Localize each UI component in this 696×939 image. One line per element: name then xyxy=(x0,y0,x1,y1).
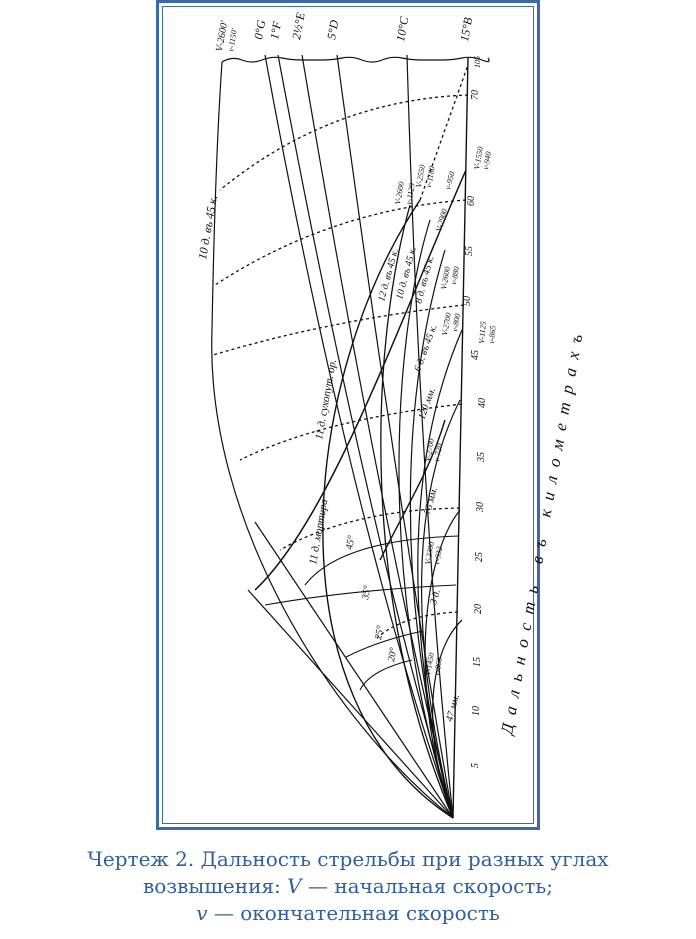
vel-1-V: V-2600 xyxy=(393,181,406,205)
vel-4-V: V-1550 xyxy=(472,146,485,170)
label-angle-1: 1°F xyxy=(267,20,284,41)
vel-3-V: V-2900 xyxy=(434,208,449,233)
trajectory-0deg xyxy=(264,54,454,819)
gun-12-curve xyxy=(380,204,454,819)
caption-symbol-V: V xyxy=(287,874,302,898)
tick-10: 10 xyxy=(471,706,482,716)
range-diagram: V-2600' v-1150' 0°G 1°F 2½°E 5°D 10°C 15… xyxy=(195,11,588,819)
label-mortar: 11 д. мортира xyxy=(307,498,330,566)
caption-symbol-v: v xyxy=(196,901,208,925)
range-arc-50 xyxy=(212,304,465,356)
label-gun-47: 47 мм. xyxy=(444,693,462,723)
vel-7-v: v-865 xyxy=(487,325,498,344)
label-gun-3: 3 д. xyxy=(428,588,443,606)
label-envelope-v: V-2600' xyxy=(214,19,230,52)
figure-caption: Чертеж 2. Дальность стрельбы при разных … xyxy=(0,846,696,927)
label-gun-6: 6 д. въ 45 к. xyxy=(412,323,439,373)
label-angle-2-5: 2½°E xyxy=(289,11,308,41)
tick-50: 50 xyxy=(462,296,473,306)
ricochet-line-2 xyxy=(379,419,446,561)
tangent-line-1 xyxy=(254,521,454,819)
elevation-arc-20 xyxy=(359,659,413,691)
envelope-curve xyxy=(211,61,454,819)
figure-frame-inner xyxy=(162,6,534,824)
tick-25: 25 xyxy=(474,552,485,562)
tick-15: 15 xyxy=(472,657,483,667)
label-envelope-v-final: v-1150' xyxy=(226,28,239,53)
caption-line-2: возвышения: V — начальная скорость; xyxy=(0,873,696,900)
gun-3-curve xyxy=(432,619,463,819)
tick-40: 40 xyxy=(477,398,488,408)
vel-3-v: v-950 xyxy=(443,171,456,191)
gun-6-curve xyxy=(417,329,463,819)
max-range-wavy-line xyxy=(221,56,490,63)
elevation-arc-45 xyxy=(304,535,459,586)
label-gun-75: 75 мм. xyxy=(422,486,440,516)
tick-45: 45 xyxy=(470,350,481,360)
trajectory-5deg xyxy=(336,54,454,819)
vel-10-v: v-860 xyxy=(432,657,444,677)
trajectory-10deg xyxy=(406,54,454,819)
vel-8-v: v-720 xyxy=(432,443,444,463)
vel-8-V: V-2700 xyxy=(423,438,436,462)
tick-30: 30 xyxy=(475,502,486,513)
range-arc-30 xyxy=(279,507,461,551)
caption-text: — начальная скорость; xyxy=(301,874,554,898)
gun-120-curve xyxy=(420,399,461,819)
label-elev-35: 35° xyxy=(360,585,373,602)
range-arc-70 xyxy=(219,94,469,191)
elevation-arc-25 xyxy=(345,630,424,658)
range-arc-60 xyxy=(214,199,467,286)
vel-5-v: v-880 xyxy=(449,266,461,286)
label-angle-0: 0°G xyxy=(251,19,268,41)
tangent-line-2 xyxy=(247,589,454,819)
tick-105: 105 xyxy=(473,56,482,68)
vel-6-V: V-2700 xyxy=(440,312,453,336)
vel-9-V: V-2300 xyxy=(423,541,436,565)
label-gun-120: 120 мм. xyxy=(416,386,438,421)
vel-1-v: v-1129 xyxy=(404,182,417,205)
mortar-curve xyxy=(322,199,454,819)
vel-4-v: v-940 xyxy=(481,151,493,171)
axis-title: Дальность въ километрахъ xyxy=(497,324,588,738)
tick-5: 5 xyxy=(470,763,481,768)
label-elev-25: 25° xyxy=(373,625,386,641)
label-gun-10: 10 д. въ 45 к. xyxy=(195,194,220,260)
tick-55: 55 xyxy=(464,246,475,256)
tick-20: 20 xyxy=(473,604,484,614)
figure-frame xyxy=(156,0,540,830)
vel-9-v: v-932 xyxy=(432,546,444,566)
caption-text: — окончательная скорость xyxy=(207,901,500,925)
tick-60: 60 xyxy=(466,196,477,206)
gun-10-curve xyxy=(398,219,454,819)
label-elev-45: 45° xyxy=(344,535,357,551)
ricochet-line-1 xyxy=(254,169,467,591)
tick-35: 35 xyxy=(476,452,487,463)
caption-line-3: v — окончательная скорость xyxy=(0,900,696,927)
label-angle-5: 5°D xyxy=(324,19,341,41)
vel-6-v: v-800 xyxy=(450,313,462,333)
range-arc-40 xyxy=(239,403,463,461)
vel-7-V: V-1125 xyxy=(477,321,488,344)
vel-2-v: v-1180 xyxy=(424,165,437,188)
range-arc-20 xyxy=(374,611,459,641)
elevation-arc-35 xyxy=(264,584,457,606)
range-axis xyxy=(452,57,469,819)
vel-2-V: V-2550 xyxy=(414,164,427,188)
label-angle-10: 10°C xyxy=(393,15,411,43)
label-angle-15: 15°B xyxy=(457,16,475,43)
vel-10-V: V-1450 xyxy=(423,652,436,676)
label-elev-20: 20° xyxy=(386,647,399,663)
vel-5-V: V-2600 xyxy=(439,266,452,290)
caption-line-1: Чертеж 2. Дальность стрельбы при разных … xyxy=(87,847,609,871)
caption-text: возвышения: xyxy=(142,874,288,898)
tick-70: 70 xyxy=(470,90,481,100)
